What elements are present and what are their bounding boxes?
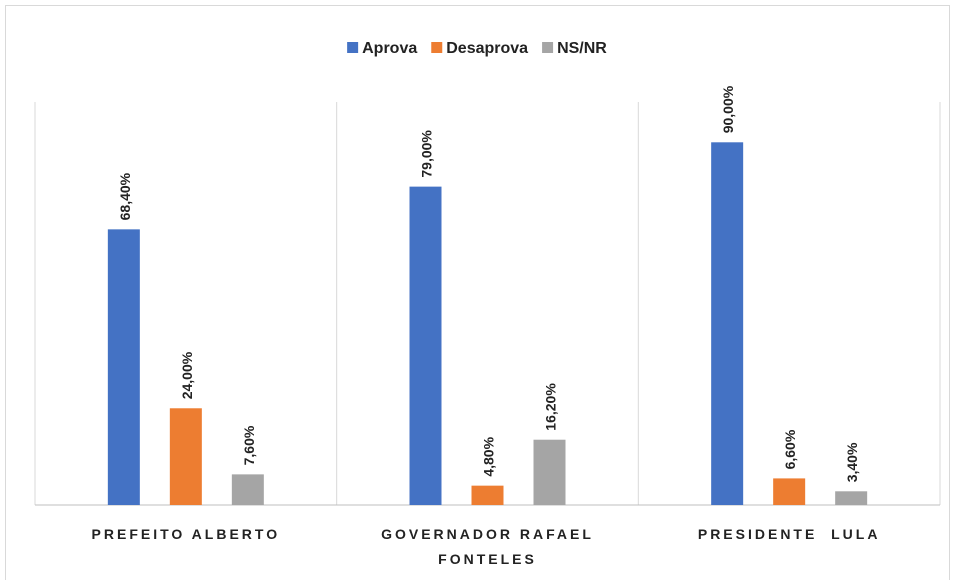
bar	[835, 491, 868, 505]
bar	[169, 408, 202, 505]
legend-swatch	[347, 42, 359, 53]
value-label: 4,80%	[481, 436, 497, 476]
bar	[231, 474, 264, 505]
value-label: 79,00%	[419, 130, 435, 178]
x-tick-label: PREFEITO ALBERTO	[91, 526, 281, 542]
value-label: 90,00%	[720, 85, 736, 133]
legend-label: NS/NR	[557, 40, 607, 57]
bar	[471, 485, 504, 505]
frame	[5, 5, 950, 580]
bar	[711, 142, 744, 506]
value-label: 3,40%	[844, 442, 860, 482]
legend-swatch	[431, 42, 443, 53]
value-label: 7,60%	[241, 425, 257, 465]
value-label: 68,40%	[117, 172, 133, 220]
value-label: 6,60%	[782, 429, 798, 469]
bar	[409, 186, 442, 505]
legend-label: Aprova	[362, 40, 417, 57]
x-tick-label: PRESIDENTE LULA	[697, 526, 881, 542]
legend-swatch	[542, 42, 554, 53]
legend-label: Desaprova	[446, 40, 528, 57]
bar	[773, 478, 806, 505]
value-label: 24,00%	[179, 351, 195, 399]
bar	[533, 439, 566, 505]
bar	[107, 229, 140, 505]
value-label: 16,20%	[543, 383, 559, 431]
x-tick-label: GOVERNADOR RAFAEL FONTELES	[381, 526, 601, 567]
